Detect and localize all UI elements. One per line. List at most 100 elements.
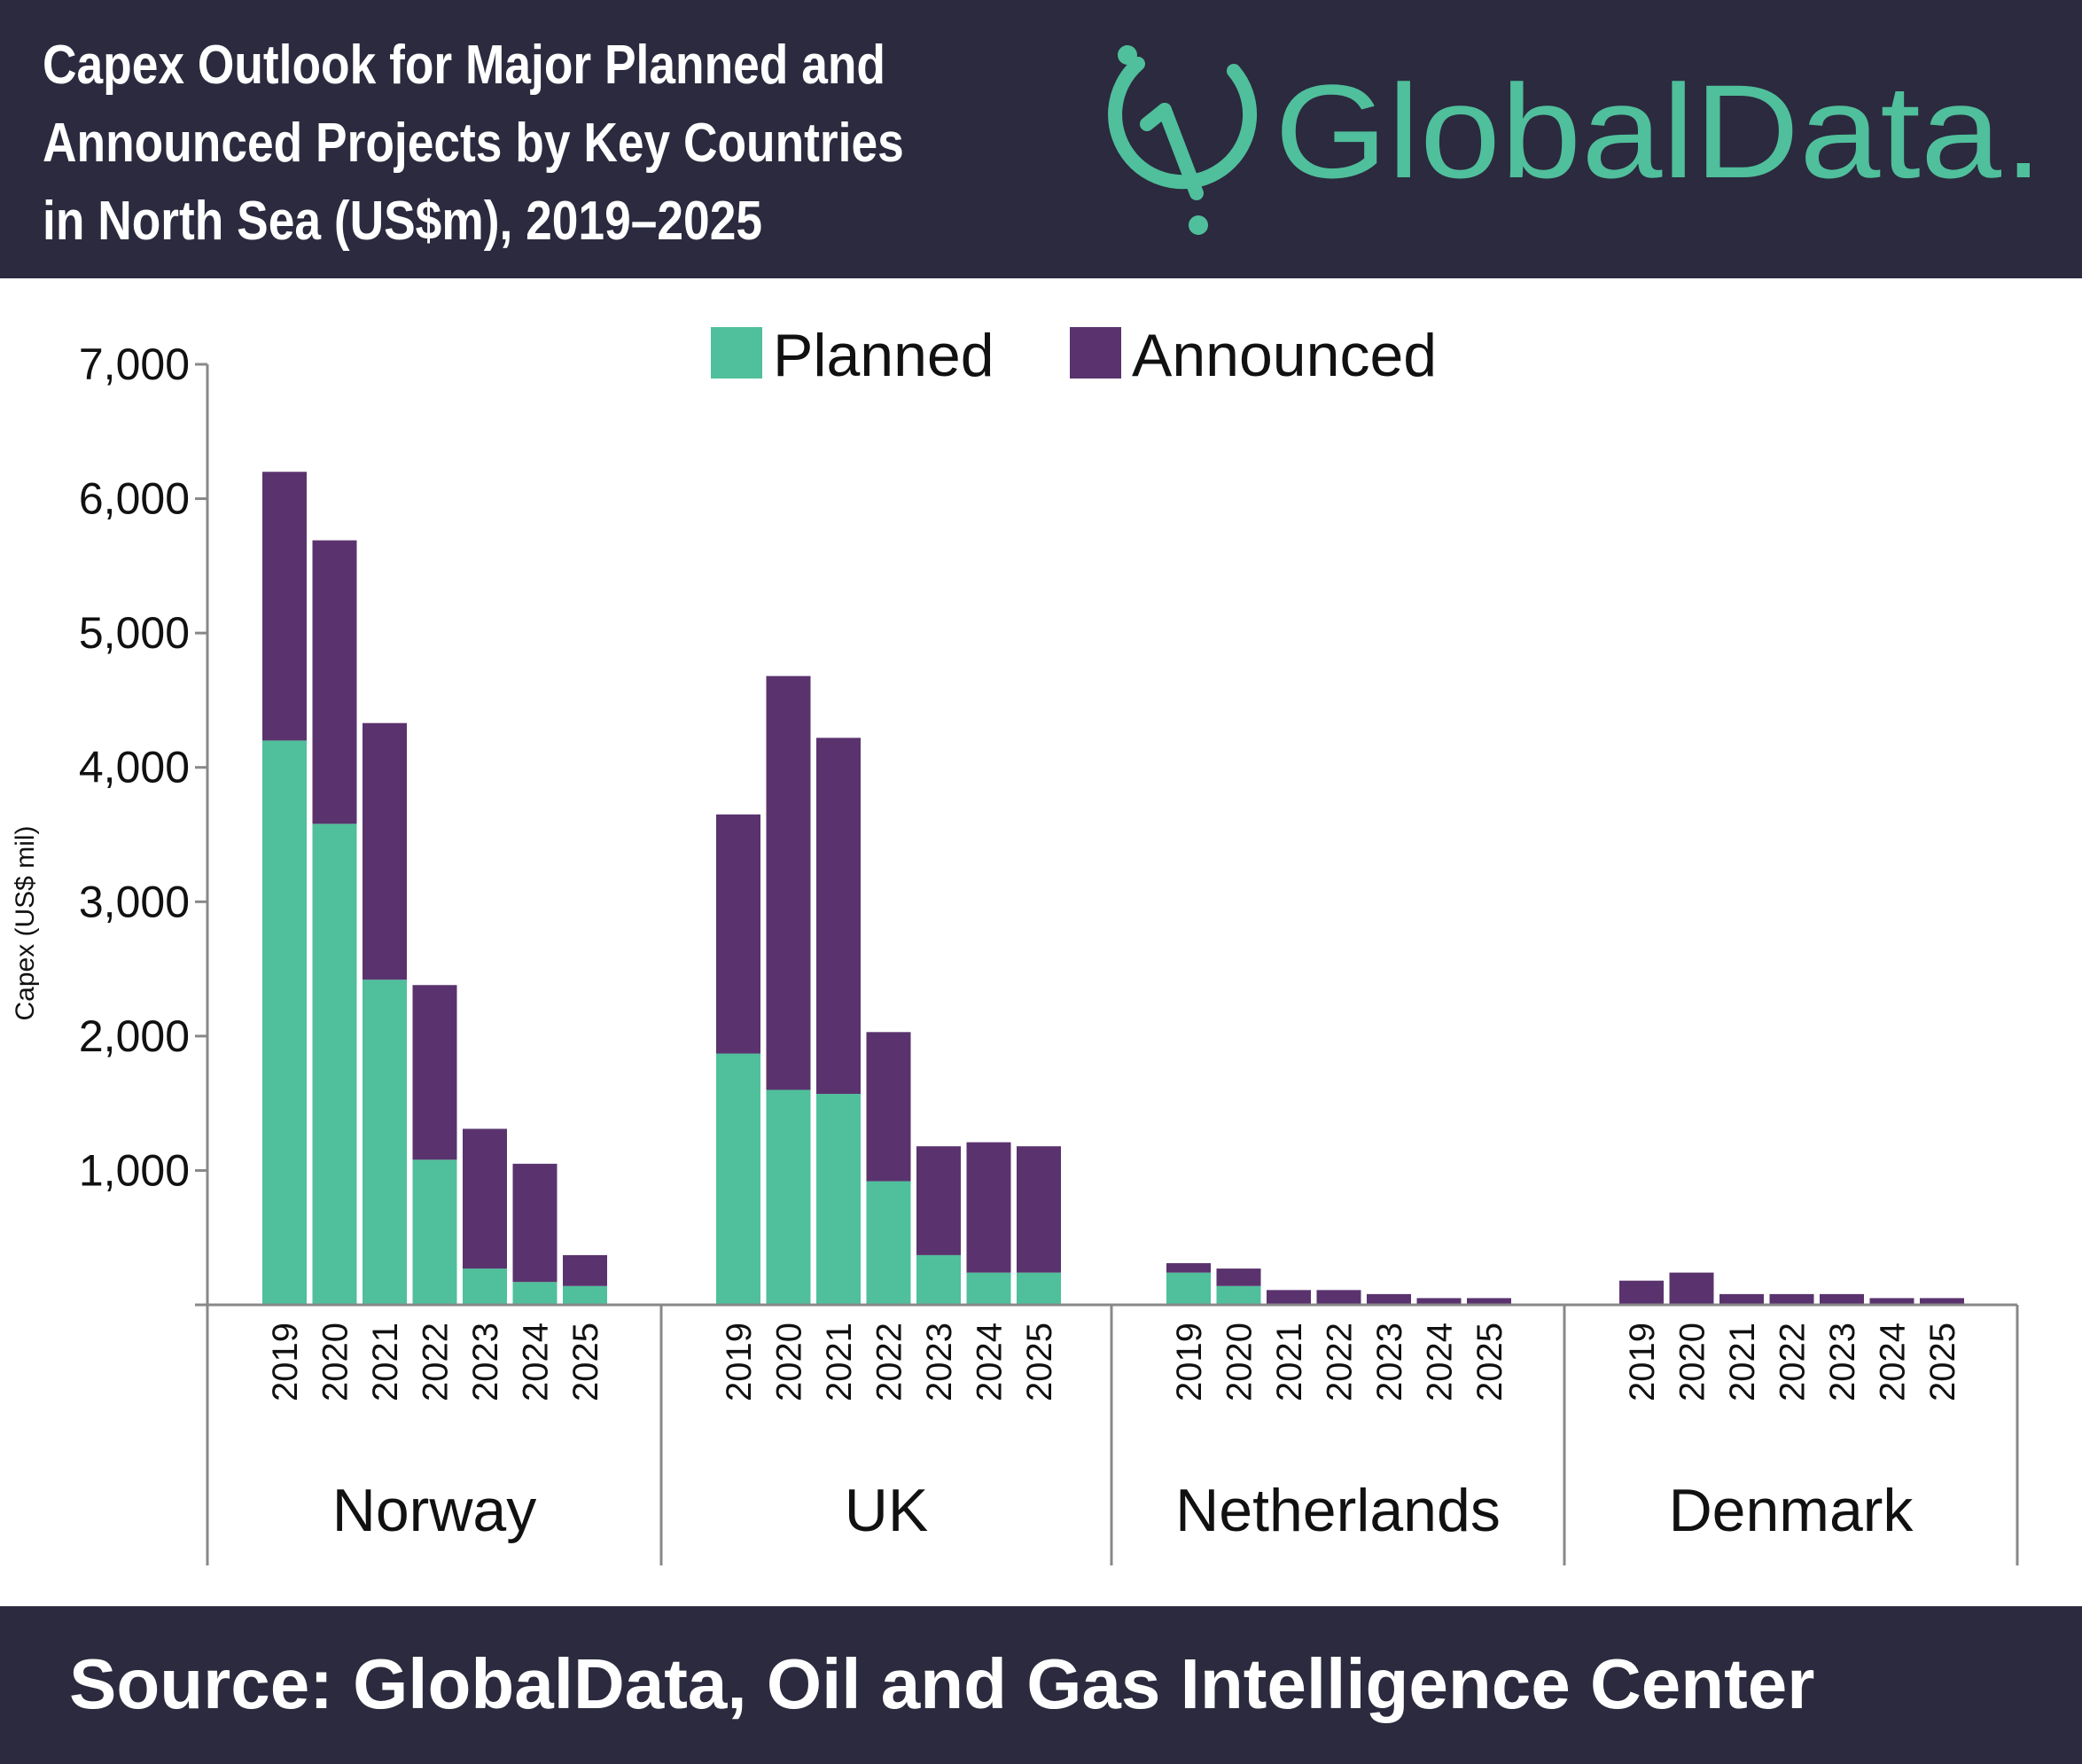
header-banner: Capex Outlook for Major Planned and Anno…: [0, 0, 2082, 278]
x-tick-label: 2019: [1170, 1323, 1209, 1401]
group-label-denmark: Denmark: [1669, 1477, 1914, 1544]
bar-planned: [916, 1254, 961, 1305]
group-label-uk: UK: [845, 1477, 928, 1544]
x-tick-label: 2024: [1874, 1323, 1913, 1401]
x-tick-label: 2020: [1220, 1323, 1259, 1401]
chart-title-line-1: Capex Outlook for Major Planned and: [43, 35, 885, 96]
y-axis-title: Capex (US$ mil): [11, 825, 40, 1020]
bar-announced: [766, 675, 811, 1090]
bar-announced: [1719, 1293, 1764, 1305]
x-tick-label: 2022: [1774, 1323, 1813, 1401]
bar-announced: [866, 1032, 911, 1182]
chart-legend: Planned Announced: [711, 322, 1437, 389]
bar-announced: [1017, 1146, 1061, 1273]
x-tick-label: 2021: [1723, 1323, 1762, 1401]
globaldata-logo-icon: [1108, 57, 1257, 200]
legend-label-announced: Announced: [1132, 322, 1437, 389]
bar-group-denmark: [1619, 1272, 1964, 1305]
chart-title-line-3: in North Sea (US$m), 2019–2025: [43, 191, 763, 252]
bar-announced: [1669, 1272, 1714, 1305]
bar-planned: [716, 1053, 760, 1305]
x-tick-label: 2021: [366, 1323, 405, 1401]
bar-announced: [312, 540, 357, 824]
y-tick-label: 6,000: [79, 474, 190, 524]
bar-announced: [966, 1142, 1011, 1273]
y-tick-label: 5,000: [79, 608, 190, 658]
bar-announced: [1467, 1298, 1511, 1305]
y-tick-label: 7,000: [79, 340, 190, 389]
x-axis: 2019 2020 2021 2022 2023 2024 2025 Norway 2019 20…: [195, 1303, 2019, 1565]
bar-group-norway: [262, 472, 607, 1305]
x-tick-label: 2025: [566, 1323, 605, 1401]
y-tick-label: 3,000: [79, 877, 190, 926]
x-tick-label: 2022: [417, 1323, 456, 1401]
chart-title-line-2: Announced Projects by Key Countries: [43, 113, 904, 174]
bar-planned: [262, 740, 307, 1305]
bar-planned: [463, 1268, 507, 1305]
x-tick-label: 2019: [720, 1323, 759, 1401]
bar-announced: [716, 814, 760, 1054]
bar-announced: [262, 472, 307, 741]
bar-planned: [312, 823, 357, 1305]
x-tick-label: 2021: [1270, 1323, 1309, 1401]
bar-planned: [966, 1272, 1011, 1305]
bar-group-uk: [716, 675, 1061, 1305]
x-tick-label: 2022: [870, 1323, 909, 1401]
group-label-netherlands: Netherlands: [1175, 1477, 1501, 1544]
x-tick-label: 2019: [1623, 1323, 1662, 1401]
x-tick-label: 2023: [1370, 1323, 1409, 1401]
capex-chart: Planned Announced 1,000 2,000 3,000 4,000 5,0…: [11, 322, 2019, 1565]
x-tick-label: 2021: [820, 1323, 859, 1401]
bar-planned: [866, 1181, 911, 1305]
bar-planned: [766, 1089, 811, 1305]
bar-announced: [1769, 1293, 1814, 1305]
x-tick-label: 2022: [1321, 1323, 1360, 1401]
y-tick-label: 1,000: [79, 1145, 190, 1195]
bar-announced: [1267, 1290, 1311, 1305]
x-tick-label: 2020: [1673, 1323, 1712, 1401]
x-tick-label: 2023: [466, 1323, 505, 1401]
bar-group-netherlands: [1166, 1263, 1511, 1305]
bar-planned: [412, 1159, 457, 1305]
legend-swatch-planned: [711, 327, 762, 379]
bar-announced: [1367, 1293, 1411, 1305]
bars: [262, 472, 1964, 1305]
bar-announced: [1416, 1298, 1462, 1305]
bar-announced: [1820, 1293, 1864, 1305]
bar-planned: [1216, 1285, 1261, 1305]
bar-announced: [1619, 1280, 1664, 1305]
y-axis: 1,000 2,000 3,000 4,000 5,000 6,000 7,000 Capex…: [11, 340, 209, 1305]
globaldata-logo-period: .: [2005, 57, 2042, 206]
bar-announced: [1920, 1298, 1964, 1305]
x-tick-label: 2024: [971, 1323, 1010, 1401]
bar-planned: [1166, 1272, 1211, 1305]
bar-announced: [512, 1163, 558, 1283]
x-tick-label: 2024: [517, 1323, 556, 1401]
y-tick-label: 4,000: [79, 743, 190, 792]
bar-planned: [1017, 1272, 1061, 1305]
y-tick-label: 2,000: [79, 1011, 190, 1061]
x-tick-label: 2019: [266, 1323, 305, 1401]
x-tick-label: 2023: [1823, 1323, 1862, 1401]
chart-title: Capex Outlook for Major Planned and Anno…: [43, 27, 919, 261]
legend-swatch-announced: [1070, 327, 1121, 379]
bar-announced: [1316, 1290, 1361, 1305]
source-note: Source: GlobalData, Oil and Gas Intellig…: [69, 1644, 1815, 1723]
group-label-norway: Norway: [332, 1477, 537, 1544]
footer-banner: Source: GlobalData, Oil and Gas Intellig…: [0, 1606, 2082, 1764]
bar-announced: [1166, 1263, 1211, 1273]
bar-announced: [363, 722, 407, 980]
bar-planned: [512, 1282, 558, 1305]
bar-announced: [463, 1128, 507, 1269]
x-tick-label: 2023: [920, 1323, 959, 1401]
bar-announced: [916, 1146, 961, 1255]
x-tick-label: 2020: [316, 1323, 355, 1401]
bar-announced: [563, 1254, 607, 1286]
bar-planned: [563, 1285, 607, 1305]
bar-planned: [363, 980, 407, 1305]
globaldata-logo-dot-top: [1118, 45, 1137, 65]
globaldata-logo-dot-bottom: [1189, 215, 1208, 235]
x-tick-label: 2025: [1923, 1323, 1962, 1401]
bar-announced: [1216, 1268, 1261, 1286]
x-tick-label: 2020: [770, 1323, 809, 1401]
